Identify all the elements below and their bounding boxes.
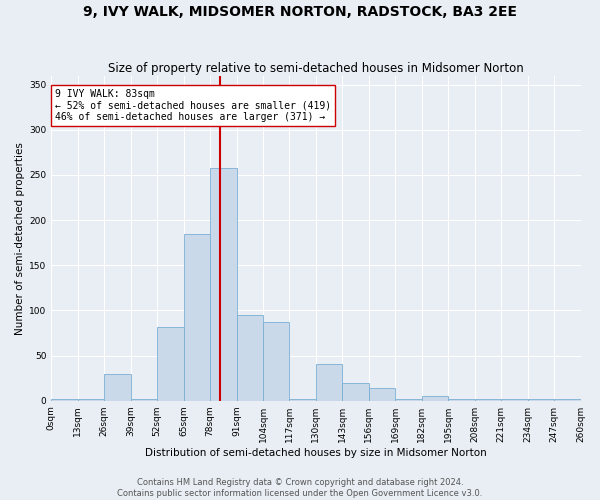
Text: 9, IVY WALK, MIDSOMER NORTON, RADSTOCK, BA3 2EE: 9, IVY WALK, MIDSOMER NORTON, RADSTOCK, … bbox=[83, 5, 517, 19]
Bar bbox=[448, 399, 475, 400]
Bar bbox=[554, 399, 581, 400]
Bar bbox=[157, 326, 184, 400]
Bar bbox=[527, 399, 554, 400]
Title: Size of property relative to semi-detached houses in Midsomer Norton: Size of property relative to semi-detach… bbox=[108, 62, 524, 74]
Bar bbox=[51, 399, 78, 400]
Bar bbox=[263, 322, 289, 400]
Bar bbox=[289, 399, 316, 400]
Bar bbox=[369, 388, 395, 400]
Bar bbox=[395, 399, 422, 400]
Bar bbox=[184, 234, 210, 400]
Bar bbox=[236, 315, 263, 400]
X-axis label: Distribution of semi-detached houses by size in Midsomer Norton: Distribution of semi-detached houses by … bbox=[145, 448, 487, 458]
Y-axis label: Number of semi-detached properties: Number of semi-detached properties bbox=[15, 142, 25, 334]
Bar bbox=[422, 396, 448, 400]
Bar bbox=[104, 374, 131, 400]
Text: 9 IVY WALK: 83sqm
← 52% of semi-detached houses are smaller (419)
46% of semi-de: 9 IVY WALK: 83sqm ← 52% of semi-detached… bbox=[55, 89, 331, 122]
Bar bbox=[475, 399, 501, 400]
Bar bbox=[210, 168, 236, 400]
Bar bbox=[316, 364, 343, 401]
Text: Contains HM Land Registry data © Crown copyright and database right 2024.
Contai: Contains HM Land Registry data © Crown c… bbox=[118, 478, 482, 498]
Bar bbox=[78, 399, 104, 400]
Bar bbox=[131, 399, 157, 400]
Bar bbox=[501, 399, 527, 400]
Bar bbox=[343, 382, 369, 400]
